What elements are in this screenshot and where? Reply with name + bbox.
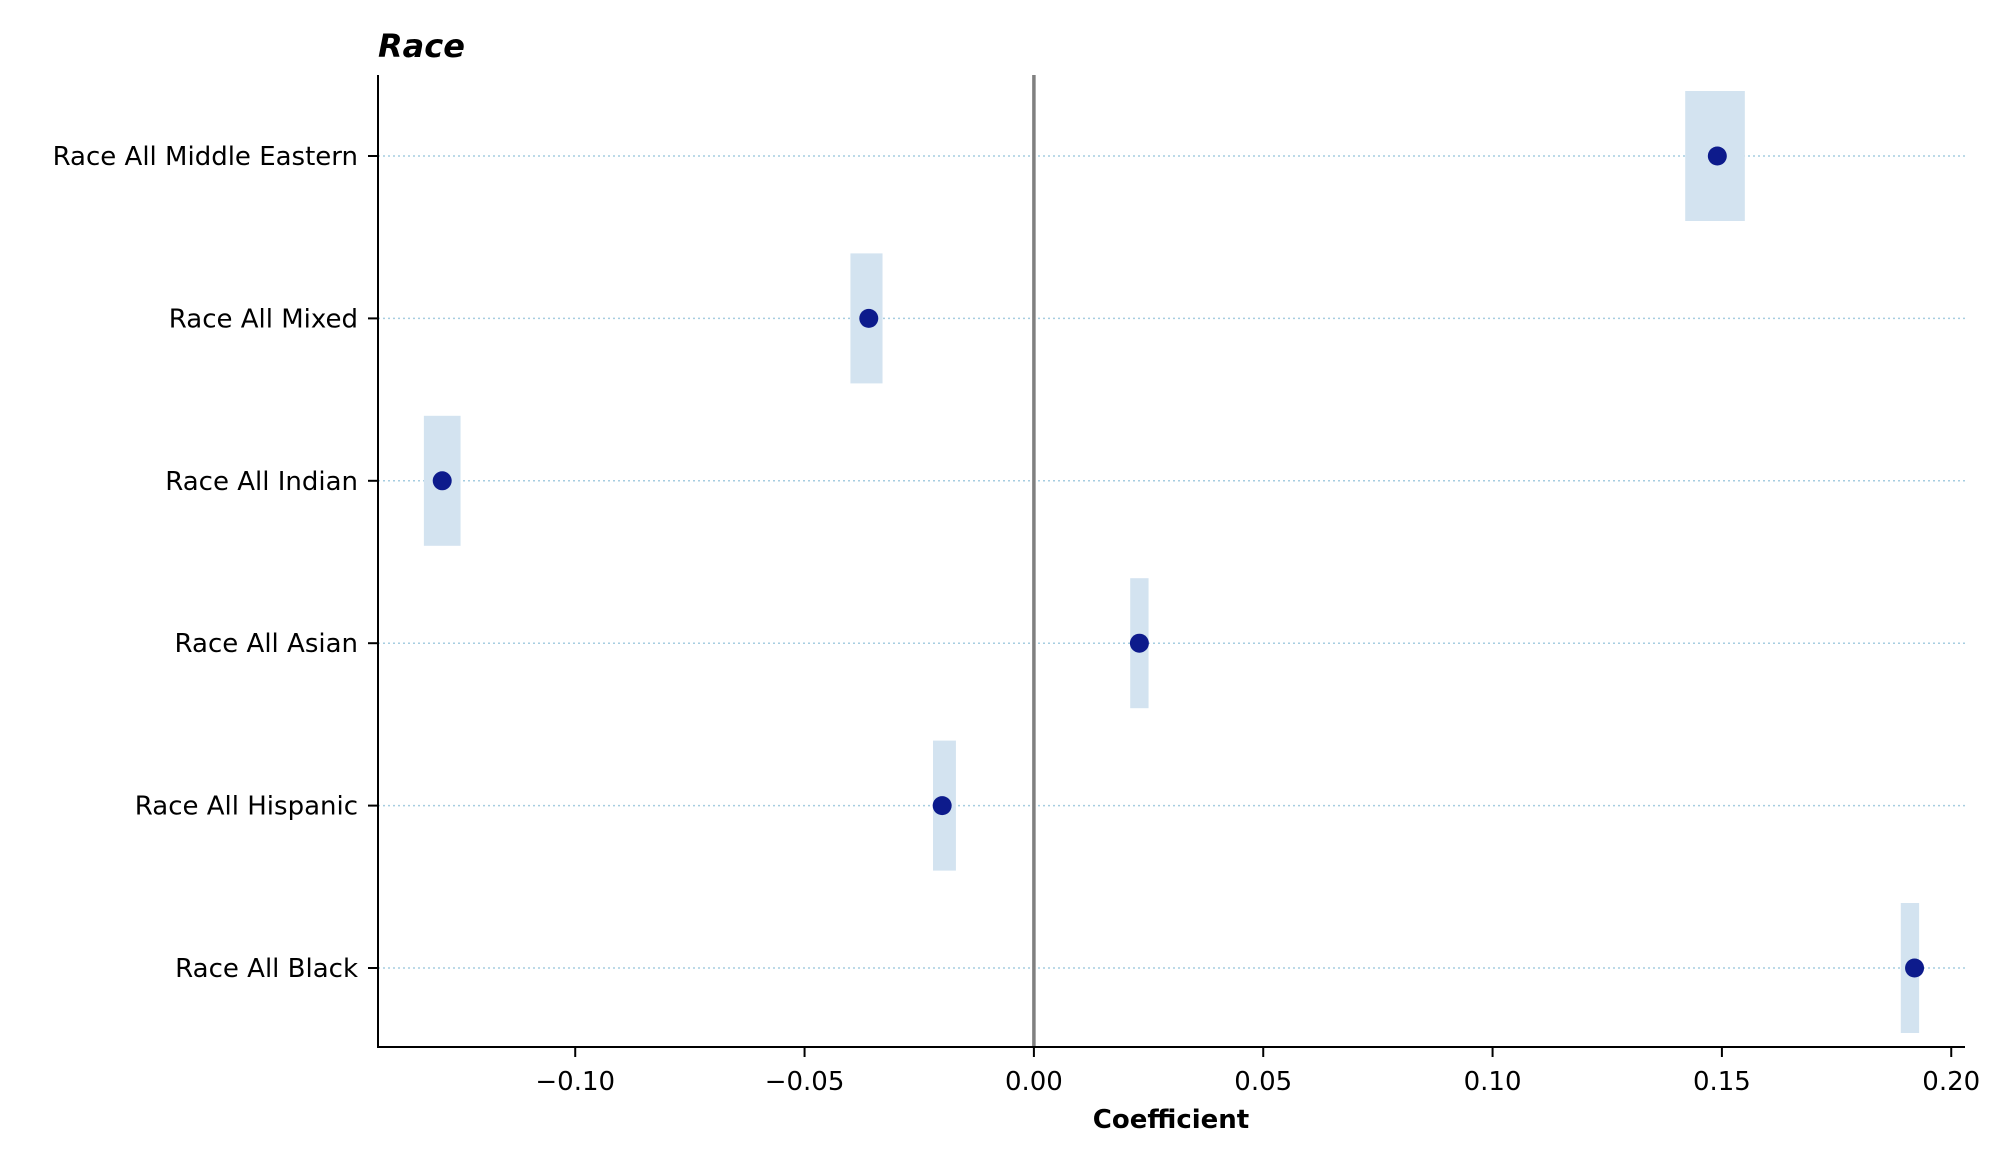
y-tick-label: Race All Hispanic [135,792,358,822]
x-tick-label: 0.15 [1693,1067,1751,1097]
x-tick-label: 0.00 [1005,1067,1063,1097]
coefficient-point [1129,633,1149,653]
x-tick-label: 0.10 [1464,1067,1522,1097]
x-tick-label: 0.20 [1922,1067,1980,1097]
y-tick-label: Race All Middle Eastern [53,142,358,172]
x-axis-label: Coefficient [1093,1105,1249,1135]
x-tick-label: −0.05 [765,1067,845,1097]
x-tick-label: 0.05 [1234,1067,1292,1097]
coefficient-point [859,308,879,328]
axis-layer [377,75,1965,1048]
grid-layer [378,155,1965,969]
coefficient-point [932,796,952,816]
y-tick-label: Race All Indian [165,467,358,497]
ci-band-layer [423,91,1920,1033]
x-tick-label: −0.10 [535,1067,615,1097]
x-tick-layer: −0.10 −0.05 0.00 0.05 0.10 0.15 0.20 [535,1047,1980,1097]
coefficient-point [1707,146,1727,166]
y-tick-label: Race All Black [175,954,358,984]
y-tick-label: Race All Asian [175,629,358,659]
coefficient-point [1905,958,1925,978]
point-layer [432,146,1925,978]
chart-title: Race [378,27,465,65]
coefficient-point [432,471,452,491]
y-tick-layer: Race All Middle Eastern Race All Mixed Rac… [53,142,378,984]
y-tick-label: Race All Mixed [169,304,358,334]
